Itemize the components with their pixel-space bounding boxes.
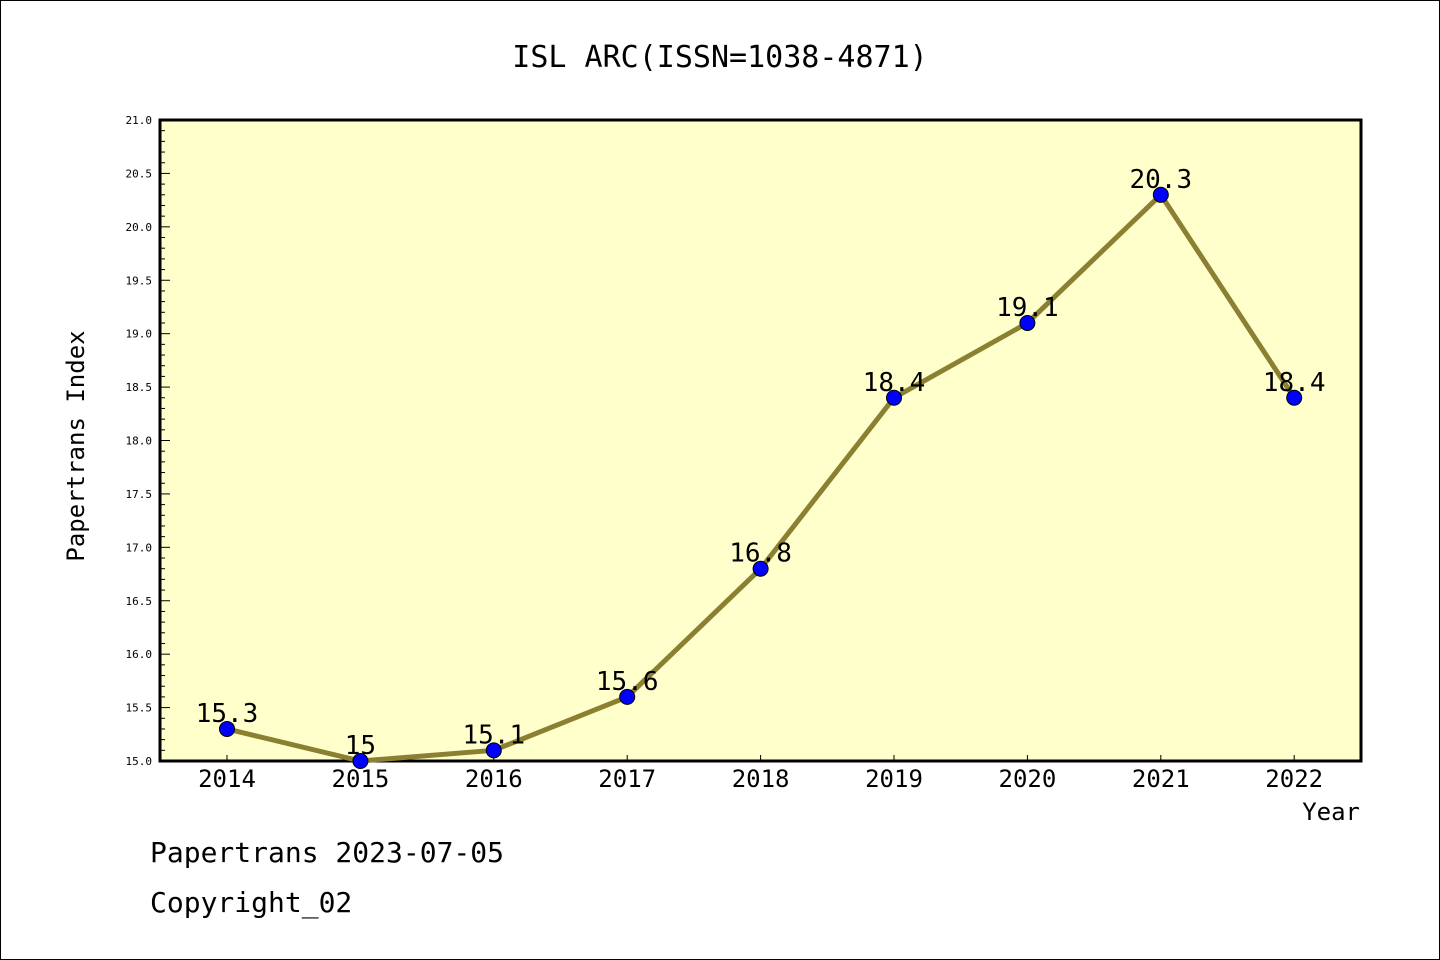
y-tick-label: 19.5 <box>126 274 153 287</box>
data-labels: 15.3 15 15.1 15.6 16.8 18.4 19.1 20.3 18.4 <box>196 165 1326 761</box>
data-label: 15.6 <box>596 667 659 697</box>
data-point <box>352 753 369 769</box>
y-tick-label: 18.0 <box>126 435 153 448</box>
x-tick-label: 2018 <box>732 765 790 793</box>
footer-date: Papertrans 2023-07-05 <box>150 836 505 869</box>
x-tick-label: 2019 <box>865 765 923 793</box>
y-tick-label: 17.0 <box>126 541 153 554</box>
data-point <box>1152 186 1169 203</box>
data-point <box>219 720 235 737</box>
series-line-group <box>219 186 1303 769</box>
x-tick-label: 2015 <box>332 765 390 793</box>
y-tick-label: 15.0 <box>126 755 153 768</box>
data-point <box>619 688 636 705</box>
data-point <box>886 389 902 406</box>
y-tick-label: 19.0 <box>126 328 153 341</box>
x-tick-label: 2016 <box>465 765 523 793</box>
plot-area <box>158 118 1363 763</box>
y-tick-label: 20.0 <box>126 221 153 234</box>
y-tick-label: 18.5 <box>126 381 153 394</box>
x-tick-label: 2021 <box>1132 765 1190 793</box>
data-label: 15 <box>345 731 376 761</box>
x-tick-label: 2017 <box>598 765 656 793</box>
data-point <box>485 742 502 759</box>
y-axis: 15.0 15.5 16.0 16.5 17.0 17.5 18.0 18.5 19.0 19.5… <box>126 114 170 768</box>
data-label: 18.4 <box>863 368 926 398</box>
y-axis-label: Papertrans Index <box>62 330 90 561</box>
data-point <box>1286 389 1303 406</box>
data-label: 16.8 <box>729 539 792 569</box>
data-point <box>752 560 769 577</box>
data-label: 20.3 <box>1129 165 1192 195</box>
y-tick-label: 20.5 <box>126 167 153 180</box>
chart-title: ISL ARC(ISSN=1038-4871) <box>512 40 927 75</box>
y-tick-label: 21.0 <box>126 114 153 127</box>
data-label: 15.1 <box>462 720 525 750</box>
y-tick-label: 16.0 <box>126 648 153 661</box>
x-axis-label: Year <box>1302 798 1360 826</box>
x-tick-label: 2014 <box>198 765 256 793</box>
footer-copyright: Copyright_02 <box>150 886 353 919</box>
y-tick-label: 16.5 <box>126 595 153 608</box>
data-label: 19.1 <box>996 293 1059 323</box>
data-label: 15.3 <box>196 699 259 729</box>
data-label: 18.4 <box>1263 368 1326 398</box>
x-tick-label: 2022 <box>1265 765 1323 793</box>
y-tick-label: 17.5 <box>126 488 153 501</box>
y-tick-label: 15.5 <box>126 702 153 715</box>
x-tick-label: 2020 <box>999 765 1057 793</box>
x-axis: 2014 2015 2016 2017 2018 2019 2020 2021 2022 <box>198 755 1323 793</box>
data-point <box>1019 314 1036 331</box>
